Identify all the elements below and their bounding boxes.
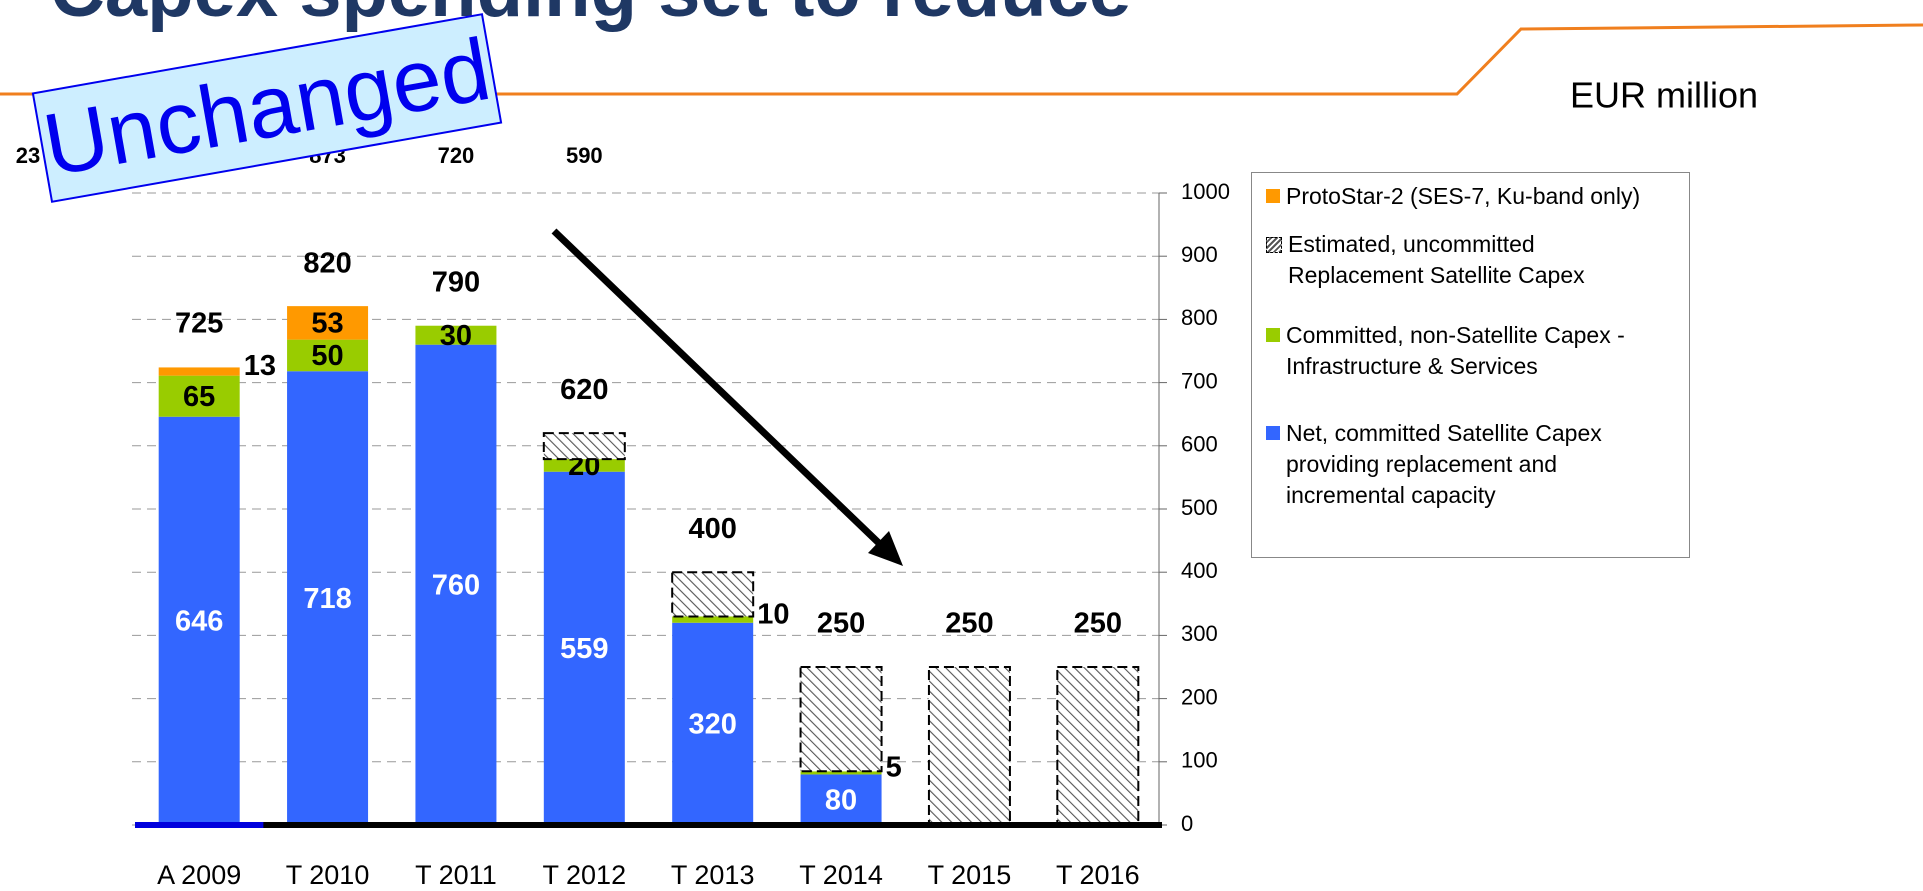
- value-label: 10: [757, 598, 789, 630]
- stamp-text: Unchanged: [37, 19, 497, 195]
- stamp: Unchanged: [31, 13, 503, 203]
- legend-swatch: [1266, 189, 1280, 203]
- total-label: 250: [817, 608, 865, 640]
- x-tick-label: T 2014: [799, 860, 883, 890]
- y-tick-label: 600: [1181, 432, 1218, 457]
- legend-item: Net, committed Satellite Capex providing…: [1266, 418, 1686, 511]
- total-label: 790: [432, 266, 480, 298]
- legend-label: ProtoStar-2 (SES-7, Ku-band only): [1286, 183, 1641, 209]
- bar-segment: [543, 471, 625, 825]
- value-label: 5: [886, 752, 902, 784]
- bar-segment: [415, 344, 497, 825]
- value-label: 760: [432, 569, 480, 601]
- value-label: 646: [175, 606, 223, 638]
- estimate-segment: [927, 666, 1011, 826]
- x-tick-label: T 2011: [415, 860, 497, 890]
- x-tick-label: T 2015: [928, 860, 1012, 890]
- total-label: 250: [1074, 608, 1122, 640]
- trend-arrow-head: [868, 531, 903, 566]
- bar-segment: [672, 622, 754, 825]
- header-rule: [0, 23, 1923, 96]
- previous-total: 23: [16, 143, 40, 168]
- bar-segment: [672, 616, 754, 623]
- y-tick-label: 100: [1181, 748, 1218, 773]
- total-label: 725: [175, 307, 223, 339]
- bar-segment: [287, 371, 369, 825]
- value-label: 13: [244, 350, 276, 382]
- bar-segment: [287, 306, 369, 340]
- legend-swatch: [1266, 328, 1280, 342]
- x-tick-label: T 2013: [671, 860, 755, 890]
- value-label: 30: [440, 320, 472, 352]
- estimate-segment: [1056, 666, 1140, 826]
- value-label: 320: [688, 709, 736, 741]
- legend-item: ProtoStar-2 (SES-7, Ku-band only): [1266, 181, 1686, 212]
- bar-segment: [800, 774, 882, 825]
- y-tick-label: 400: [1181, 558, 1218, 583]
- total-label: 400: [688, 513, 736, 545]
- value-label: 559: [560, 633, 608, 665]
- value-label: 53: [311, 308, 343, 340]
- previous-total: 590: [566, 143, 603, 168]
- title: Capex spending set to reduce: [50, 0, 1131, 33]
- bar-segment: [800, 771, 882, 775]
- legend: ProtoStar-2 (SES-7, Ku-band only) Estimat…: [1251, 172, 1690, 558]
- bar-segment: [287, 339, 369, 372]
- stamp-box: [31, 13, 503, 203]
- legend-label: Estimated, uncommitted Replacement Satel…: [1288, 231, 1585, 288]
- y-tick-label: 300: [1181, 621, 1218, 646]
- y-tick-label: 1000: [1181, 179, 1230, 204]
- y-tick-label: 900: [1181, 242, 1218, 267]
- bar-segment: [158, 367, 240, 376]
- value-label: 718: [303, 583, 351, 615]
- x-tick-label: T 2012: [543, 860, 627, 890]
- y-tick-label: 700: [1181, 368, 1218, 393]
- x-tick-label: A 2009: [157, 860, 241, 890]
- previous-total: 720: [438, 143, 475, 168]
- legend-swatch: [1266, 237, 1282, 253]
- estimate-segment: [799, 666, 883, 773]
- x-tick-label: T 2016: [1056, 860, 1140, 890]
- bar-segment: [158, 416, 240, 825]
- legend-item: Estimated, uncommitted Replacement Satel…: [1266, 229, 1686, 291]
- estimate-segment: [671, 571, 755, 618]
- legend-label: Committed, non-Satellite Capex - Infrast…: [1286, 322, 1625, 379]
- value-label: 50: [311, 340, 343, 372]
- trend-arrow: [551, 228, 887, 551]
- y-tick-label: 200: [1181, 684, 1218, 709]
- legend-item: Committed, non-Satellite Capex - Infrast…: [1266, 320, 1686, 382]
- estimate-segment: [542, 432, 626, 461]
- x-tick-label: T 2010: [286, 860, 370, 890]
- bar-segment: [415, 325, 497, 345]
- y-tick-label: 500: [1181, 495, 1218, 520]
- bar-segment: [543, 459, 625, 472]
- legend-swatch: [1266, 426, 1280, 440]
- value-label: 65: [183, 381, 215, 413]
- value-label: 80: [825, 784, 857, 816]
- unit-label: EUR million: [1570, 75, 1758, 116]
- total-label: 620: [560, 374, 608, 406]
- total-label: 250: [945, 608, 993, 640]
- bar-segment: [158, 375, 240, 417]
- total-label: 820: [303, 247, 351, 279]
- y-tick-label: 800: [1181, 305, 1218, 330]
- y-tick-label: 0: [1181, 811, 1193, 836]
- legend-label: Net, committed Satellite Capex providing…: [1286, 420, 1602, 508]
